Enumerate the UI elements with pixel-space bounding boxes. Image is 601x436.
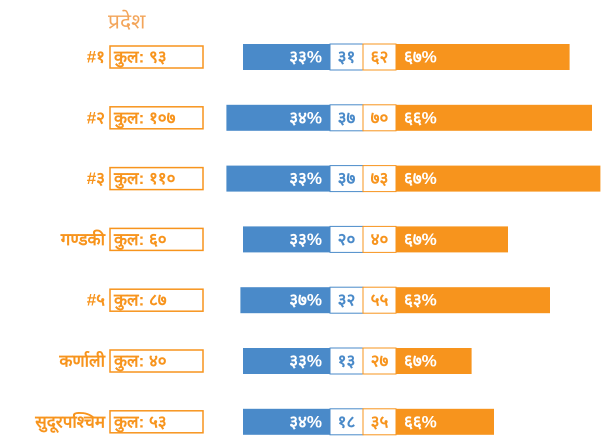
right-count-box bbox=[362, 225, 397, 253]
category-label: #२ bbox=[87, 108, 105, 127]
left-bar bbox=[243, 226, 330, 253]
right-count: २७ bbox=[371, 352, 389, 371]
category-label: सुदूरपश्चिम bbox=[34, 411, 106, 433]
left-count-box bbox=[329, 286, 364, 314]
left-bar bbox=[226, 165, 330, 192]
right-percent: ६७% bbox=[404, 230, 437, 249]
right-count-box bbox=[362, 43, 397, 71]
right-count: ४० bbox=[371, 230, 389, 249]
right-percent: ६७% bbox=[404, 48, 437, 67]
left-bar bbox=[240, 287, 330, 314]
category-label: #१ bbox=[87, 48, 105, 67]
right-count-box bbox=[362, 347, 397, 375]
right-percent: ६६% bbox=[404, 108, 437, 127]
total-box bbox=[109, 288, 204, 312]
category-label: गण्डकी bbox=[60, 229, 106, 249]
category-label: #३ bbox=[87, 169, 105, 188]
total-label: कुल: ४० bbox=[113, 352, 167, 372]
category-label: कर्णाली bbox=[58, 351, 105, 371]
right-bar bbox=[396, 165, 601, 192]
right-count: ७० bbox=[371, 108, 389, 127]
left-percent: ३७% bbox=[289, 291, 322, 310]
right-bar bbox=[396, 408, 494, 435]
left-percent: ३३% bbox=[289, 230, 322, 249]
left-count: ३२ bbox=[338, 291, 356, 310]
right-count-box bbox=[362, 286, 397, 314]
total-box bbox=[109, 227, 204, 252]
chart-title: प्रदेश bbox=[108, 10, 146, 34]
total-label: कुल: १०७ bbox=[113, 108, 176, 128]
left-count: ३१ bbox=[338, 48, 356, 67]
total-box bbox=[109, 166, 204, 191]
total-label: कुल: ५३ bbox=[113, 412, 167, 432]
right-count-box bbox=[362, 165, 397, 193]
total-box bbox=[109, 349, 204, 373]
total-box bbox=[109, 410, 204, 434]
left-count: २० bbox=[338, 230, 356, 249]
left-count: ३७ bbox=[338, 108, 356, 127]
total-box bbox=[109, 45, 204, 69]
left-percent: ३४% bbox=[289, 412, 322, 431]
right-bar bbox=[396, 104, 592, 131]
left-bar bbox=[243, 348, 330, 374]
right-percent: ६६% bbox=[404, 412, 437, 431]
right-bar bbox=[396, 287, 550, 314]
left-count-box bbox=[329, 165, 364, 193]
total-label: कुल: ६० bbox=[113, 230, 167, 250]
category-label: #५ bbox=[87, 291, 105, 310]
left-bar bbox=[226, 104, 330, 131]
total-label: कुल: ९३ bbox=[113, 48, 167, 68]
right-bar bbox=[396, 44, 570, 70]
right-percent: ६७% bbox=[404, 352, 437, 371]
right-bar bbox=[396, 348, 472, 374]
left-bar bbox=[243, 44, 330, 70]
left-count: १३ bbox=[338, 352, 356, 371]
left-percent: ३३% bbox=[289, 169, 322, 188]
right-count: ६२ bbox=[371, 48, 389, 67]
left-count: ३७ bbox=[338, 169, 356, 188]
total-label: कुल: ११० bbox=[113, 169, 176, 189]
total-label: कुल: ८७ bbox=[113, 291, 167, 311]
left-percent: ३४% bbox=[289, 108, 322, 127]
right-count-box bbox=[362, 104, 397, 132]
left-count-box bbox=[329, 347, 364, 375]
right-count: ७३ bbox=[371, 169, 389, 188]
total-box bbox=[109, 106, 204, 130]
right-count-box bbox=[362, 408, 397, 436]
left-percent: ३३% bbox=[289, 352, 322, 371]
right-count: ५५ bbox=[371, 291, 389, 310]
left-percent: ३३% bbox=[289, 48, 322, 67]
right-percent: ६३% bbox=[404, 291, 437, 310]
left-count: १८ bbox=[338, 412, 356, 431]
left-bar bbox=[243, 408, 330, 435]
right-percent: ६७% bbox=[404, 169, 437, 188]
right-count: ३५ bbox=[371, 412, 389, 431]
right-bar bbox=[396, 226, 508, 253]
